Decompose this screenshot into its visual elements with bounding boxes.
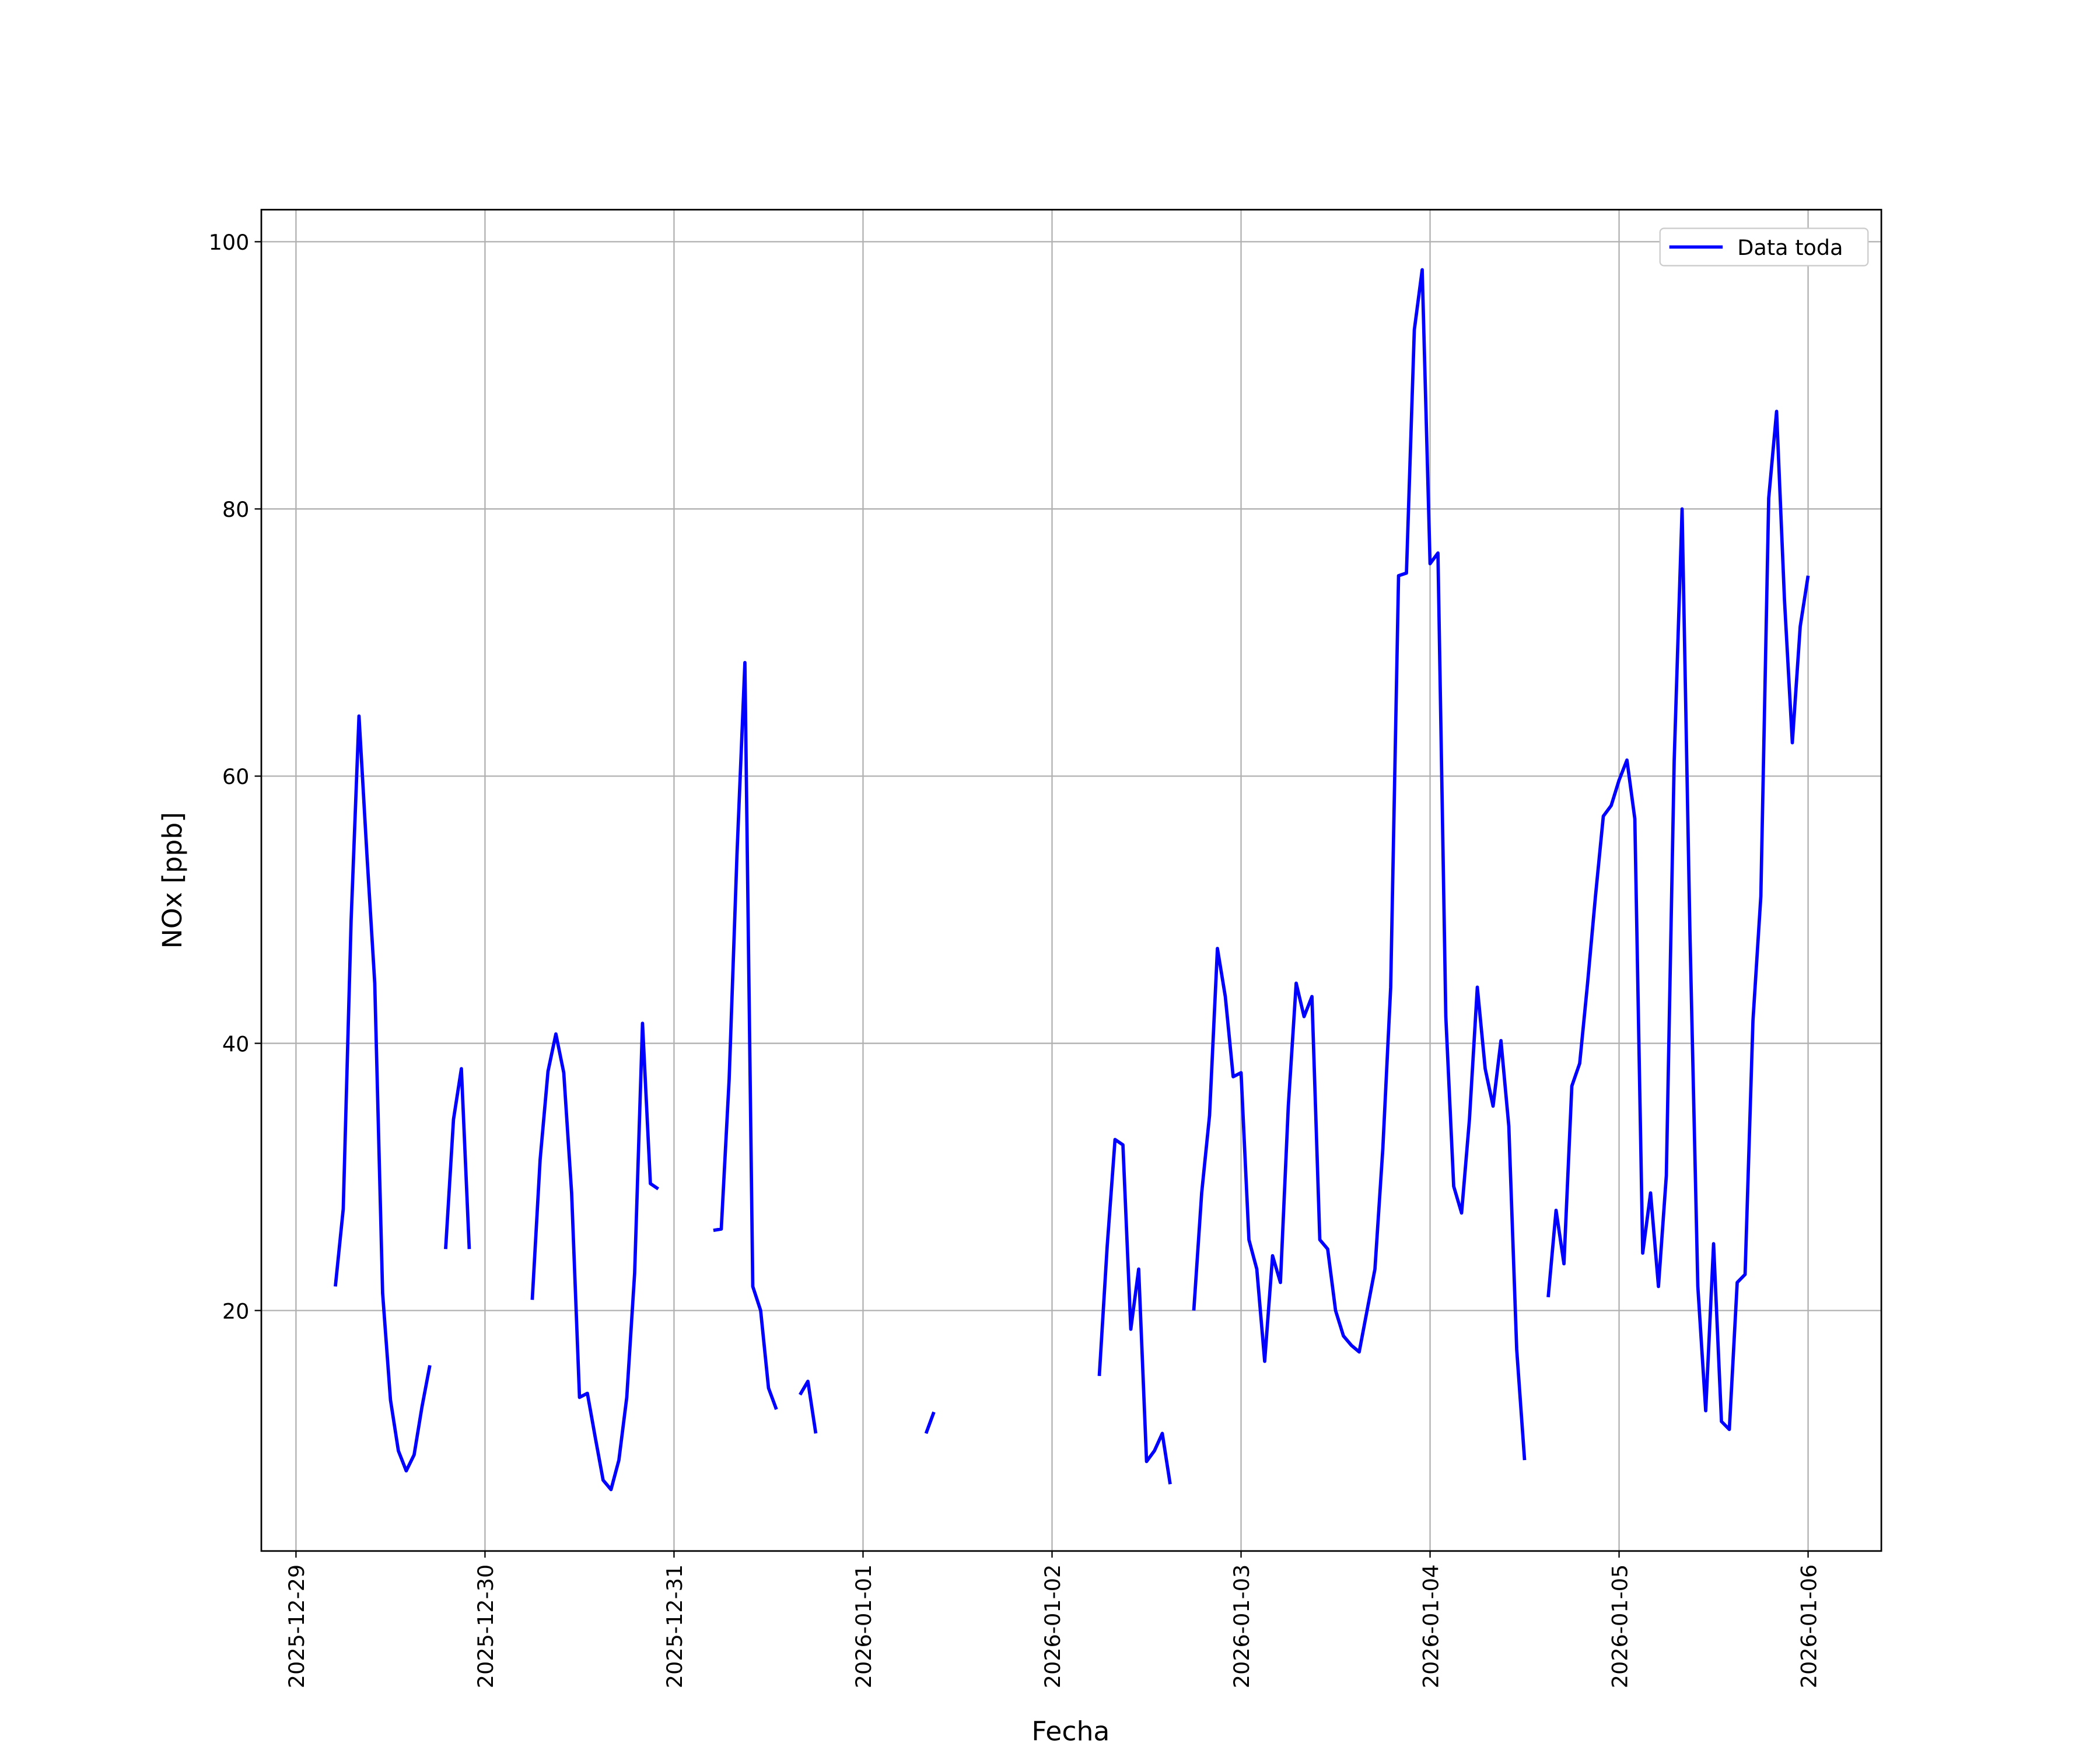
y-axis-label: NOx [ppb] — [157, 812, 188, 949]
plot-frame — [260, 209, 1882, 1552]
x-tick-label: 2025-12-30 — [473, 1564, 498, 1688]
legend-box — [1659, 228, 1869, 267]
legend: Data toda — [1659, 228, 1869, 267]
y-tick-label: 100 — [209, 230, 250, 255]
y-tick-label: 60 — [222, 764, 250, 789]
x-tick-label: 2025-12-31 — [662, 1564, 687, 1688]
x-tick-label: 2026-01-01 — [851, 1564, 876, 1688]
data-line — [334, 268, 1810, 1492]
x-tick-label: 2025-12-29 — [284, 1564, 309, 1688]
y-tick-label: 40 — [222, 1031, 250, 1056]
legend-label: Data toda — [1737, 235, 1843, 260]
x-tick-label: 2026-01-02 — [1040, 1564, 1065, 1688]
x-tick-label: 2026-01-05 — [1607, 1564, 1632, 1688]
x-tick-label: 2026-01-04 — [1418, 1564, 1443, 1688]
y-tick-label: 20 — [222, 1298, 250, 1324]
x-tick-label: 2026-01-06 — [1796, 1564, 1821, 1688]
y-tick-label: 80 — [222, 497, 250, 522]
x-tick-label: 2026-01-03 — [1229, 1564, 1254, 1688]
x-axis-label: Fecha — [1031, 1716, 1110, 1746]
